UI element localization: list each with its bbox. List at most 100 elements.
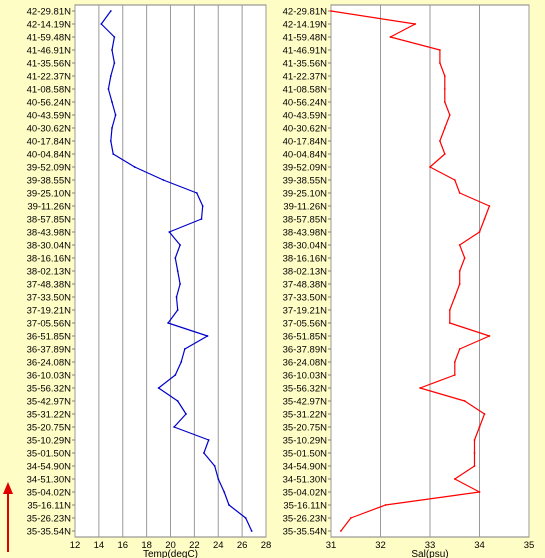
data-point bbox=[463, 257, 466, 259]
data-point bbox=[185, 413, 187, 415]
data-point bbox=[478, 231, 481, 233]
y-tick-label: 41-22.37N bbox=[27, 71, 72, 82]
y-tick-label: 35-10.29N bbox=[27, 435, 72, 446]
y-tick-label: 40-43.59N bbox=[27, 110, 72, 121]
data-point bbox=[439, 62, 441, 64]
y-tick-label: 35-26.23N bbox=[283, 513, 328, 524]
data-point bbox=[112, 153, 115, 155]
data-point bbox=[384, 504, 387, 506]
data-point bbox=[206, 335, 209, 337]
temperature-panel: 12 14 16 18 20 22 24 26 28 42-29.81N 42-14.19N 41-5… bbox=[27, 4, 271, 558]
data-point bbox=[478, 426, 481, 428]
y-tick-label: 41-59.48N bbox=[283, 32, 328, 43]
y-tick-label: 38-30.04N bbox=[27, 240, 72, 251]
data-point bbox=[463, 400, 466, 402]
x-tick-label: 20 bbox=[165, 540, 176, 551]
y-tick-label: 36-10.03N bbox=[27, 370, 72, 381]
y-tick-label: 38-02.13N bbox=[283, 266, 328, 277]
data-point bbox=[173, 426, 176, 428]
data-point bbox=[113, 36, 116, 38]
y-tick-label: 38-57.85N bbox=[283, 214, 328, 225]
data-point bbox=[109, 10, 112, 12]
data-point bbox=[473, 452, 476, 454]
y-tick-label: 41-35.56N bbox=[27, 58, 72, 69]
y-tick-label: 41-08.58N bbox=[27, 84, 72, 95]
y-tick-label: 35-04.02N bbox=[27, 487, 72, 498]
y-tick-label: 38-30.04N bbox=[283, 240, 328, 251]
y-tick-label: 35-01.50N bbox=[27, 448, 72, 459]
y-tick-label: 35-42.97N bbox=[27, 396, 72, 407]
data-point bbox=[458, 270, 461, 272]
data-point bbox=[176, 400, 179, 402]
y-tick-label: 37-05.56N bbox=[27, 318, 72, 329]
x-tick-label: 31 bbox=[326, 540, 337, 551]
y-tick-label: 35-20.75N bbox=[283, 422, 328, 433]
data-point bbox=[448, 322, 451, 324]
y-tick-label: 37-19.21N bbox=[27, 305, 72, 316]
y-tick-label: 36-51.85N bbox=[283, 331, 328, 342]
x-tick-label: 26 bbox=[237, 540, 248, 551]
y-tick-label: 38-57.85N bbox=[27, 214, 72, 225]
y-tick-label: 41-22.37N bbox=[283, 71, 328, 82]
x-tick-label: 34 bbox=[474, 540, 485, 551]
data-point bbox=[389, 36, 392, 38]
data-point bbox=[176, 309, 179, 311]
data-point bbox=[203, 452, 205, 454]
data-point bbox=[443, 101, 446, 103]
data-point bbox=[453, 361, 456, 363]
y-tick-label: 40-04.84N bbox=[27, 149, 72, 160]
y-tick-label: 39-25.10N bbox=[283, 188, 328, 199]
data-point bbox=[174, 257, 177, 259]
y-tick-label: 39-38.55N bbox=[27, 175, 72, 186]
y-tick-label: 34-51.30N bbox=[27, 474, 72, 485]
y-tick-label: 35-16.11N bbox=[27, 500, 71, 511]
x-tick-label: 12 bbox=[70, 540, 81, 551]
y-tick-label: 42-14.19N bbox=[27, 19, 72, 30]
y-tick-label: 39-11.26N bbox=[27, 201, 71, 212]
y-tick-label: 40-30.62N bbox=[27, 123, 72, 134]
data-point bbox=[458, 283, 461, 285]
data-point bbox=[201, 205, 204, 207]
y-tick-label: 35-01.50N bbox=[283, 448, 328, 459]
data-point bbox=[133, 166, 136, 168]
data-point bbox=[109, 75, 112, 77]
data-point bbox=[223, 491, 226, 493]
y-tick-label: 39-11.26N bbox=[283, 201, 327, 212]
y-tick-label: 40-30.62N bbox=[283, 123, 328, 134]
x-tick-label: 33 bbox=[425, 540, 436, 551]
data-point bbox=[439, 140, 441, 142]
data-point bbox=[483, 218, 486, 220]
data-point bbox=[176, 270, 179, 272]
data-point bbox=[488, 335, 491, 337]
data-point bbox=[458, 348, 461, 350]
data-point bbox=[179, 244, 182, 246]
up-arrow-icon bbox=[3, 482, 13, 552]
data-point bbox=[217, 478, 220, 480]
y-tick-label: 36-24.08N bbox=[27, 357, 72, 368]
y-tick-label: 35-10.29N bbox=[283, 435, 328, 446]
data-point bbox=[453, 374, 456, 376]
y-tick-label: 37-33.50N bbox=[27, 292, 72, 303]
data-point bbox=[179, 283, 182, 285]
y-tick-label: 41-08.58N bbox=[283, 84, 328, 95]
y-tick-label: 36-51.85N bbox=[27, 331, 72, 342]
data-point bbox=[330, 10, 332, 12]
data-point bbox=[200, 218, 203, 220]
data-point bbox=[443, 153, 446, 155]
y-tick-label: 39-38.55N bbox=[283, 175, 328, 186]
data-point bbox=[448, 114, 451, 116]
data-point bbox=[207, 439, 210, 441]
x-axis-label: Temp(degC) bbox=[143, 549, 198, 558]
y-tick-label: 40-56.24N bbox=[27, 97, 72, 108]
y-tick-label: 35-42.97N bbox=[283, 396, 328, 407]
data-point bbox=[483, 413, 486, 415]
y-tick-label: 37-33.50N bbox=[283, 292, 328, 303]
y-tick-label: 35-35.54N bbox=[27, 526, 72, 537]
data-point bbox=[162, 179, 165, 181]
y-tick-label: 39-25.10N bbox=[27, 188, 72, 199]
y-tick-label: 41-46.91N bbox=[27, 45, 72, 56]
data-point bbox=[167, 322, 170, 324]
x-tick-label: 18 bbox=[141, 540, 152, 551]
data-point bbox=[183, 348, 186, 350]
